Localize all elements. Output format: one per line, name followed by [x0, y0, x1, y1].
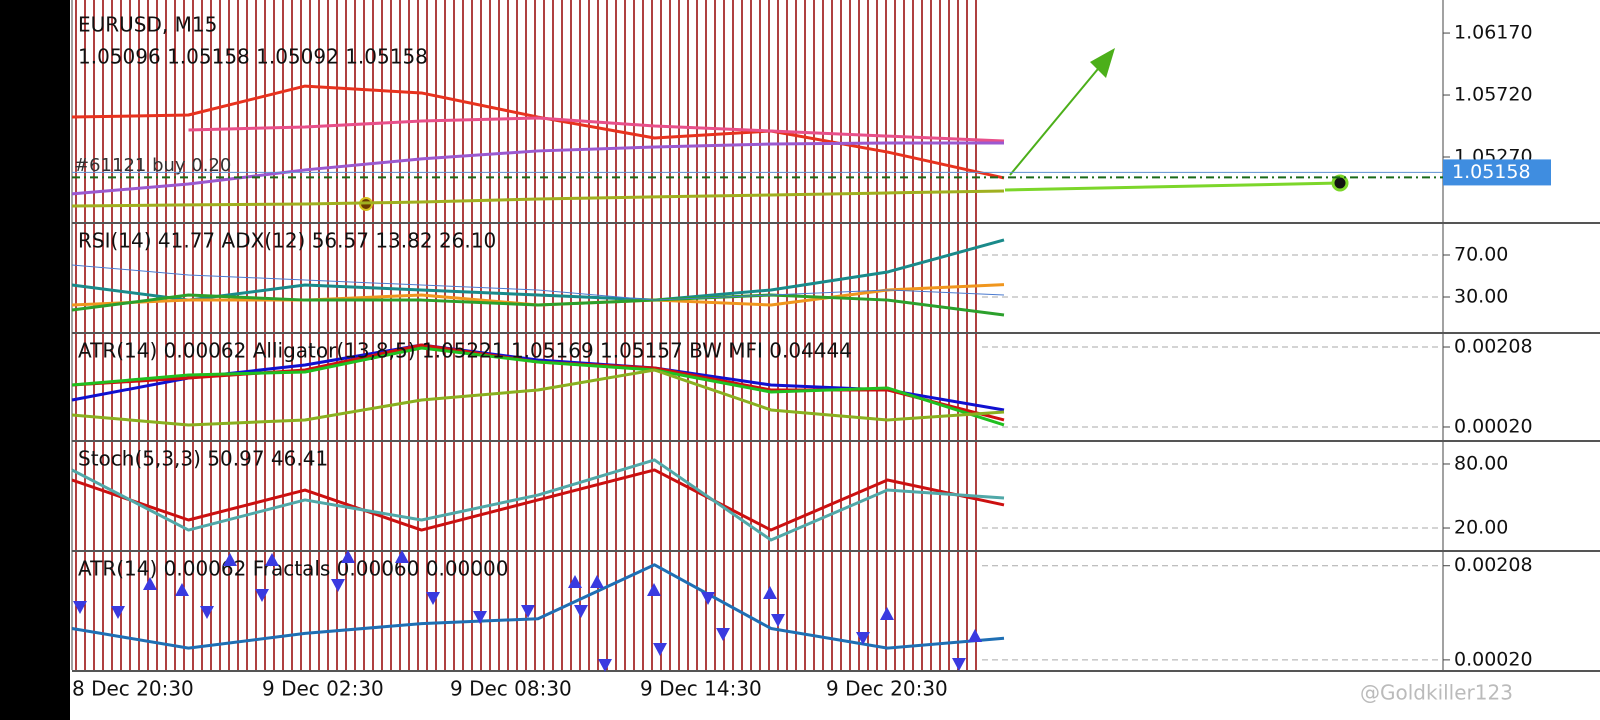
y-tick-label: 0.00020 [1454, 648, 1533, 670]
fractal [395, 550, 409, 563]
x-tick-label: 9 Dec 02:30 [262, 677, 384, 701]
background [70, 0, 1600, 720]
fractal [856, 632, 870, 645]
indicator-line [71, 346, 1005, 427]
fractal [574, 605, 588, 618]
indicator-line [71, 563, 1005, 650]
panel-title: ATR(14) 0.00062 Fractals 0.00060 0.00000 [78, 557, 508, 581]
fractal [175, 583, 189, 596]
projection-line [1004, 181, 1341, 192]
fractal [223, 553, 237, 566]
order-label: #61121 buy 0.20 [74, 155, 231, 176]
y-tick-label: 1.06170 [1454, 22, 1533, 44]
y-tick-label: 80.00 [1454, 452, 1508, 474]
panel-title: EURUSD, M15 [78, 13, 217, 37]
y-tick-label: 70.00 [1454, 243, 1508, 265]
fractal [952, 658, 966, 671]
fractal [590, 575, 604, 588]
indicator-line [71, 468, 1005, 532]
x-tick-label: 9 Dec 14:30 [640, 677, 762, 701]
fractal [653, 643, 667, 656]
price-badge-label: 1.05158 [1452, 161, 1531, 183]
indicator-line [71, 264, 1005, 301]
fractal [716, 628, 730, 641]
fractal [73, 601, 87, 614]
fractal [143, 577, 157, 590]
panel-title: RSI(14) 41.77 ADX(12) 56.57 13.82 26.10 [78, 229, 496, 253]
indicator-line [71, 293, 1005, 317]
fractal [771, 614, 785, 627]
indicator-line [71, 458, 1005, 542]
indicator-line [71, 368, 1005, 427]
fractal [521, 605, 535, 618]
indicator-line [188, 116, 1005, 143]
y-tick-label: 0.00020 [1454, 415, 1533, 437]
y-tick-label: 1.05720 [1454, 84, 1533, 106]
fractal [331, 579, 345, 592]
panel-title: ATR(14) 0.00062 Alligator(13,8,5) 1.0522… [78, 339, 852, 363]
fractal [200, 606, 214, 619]
x-tick-label: 8 Dec 20:30 [72, 677, 194, 701]
projection-point [1331, 174, 1349, 192]
indicator-line [71, 238, 1005, 302]
fractal [473, 611, 487, 624]
indicator-line [71, 141, 1004, 196]
y-tick-label: 0.00208 [1454, 336, 1533, 358]
arrow-head [1090, 48, 1115, 78]
session-stripes [75, 0, 977, 670]
fractal [568, 575, 582, 588]
fractal [426, 592, 440, 605]
fractal [880, 607, 894, 620]
x-tick-label: 9 Dec 20:30 [826, 677, 948, 701]
fractal [701, 592, 715, 605]
watermark: @Goldkiller123 [1360, 681, 1513, 705]
fractal [598, 659, 612, 672]
fractal [265, 553, 279, 566]
ohlc-values: 1.05096 1.05158 1.05092 1.05158 [78, 45, 428, 69]
price-badge [1443, 159, 1551, 186]
panel-title: Stoch(5,3,3) 50.97 46.41 [78, 447, 328, 471]
fractal [255, 589, 269, 602]
x-tick-label: 9 Dec 08:30 [450, 677, 572, 701]
y-tick-label: 20.00 [1454, 517, 1508, 539]
y-tick-label: 0.00208 [1454, 554, 1533, 576]
fractal [763, 586, 777, 599]
fractal [111, 606, 125, 619]
arrow [1009, 51, 1113, 176]
y-tick-label: 30.00 [1454, 286, 1508, 308]
fractal [647, 583, 661, 596]
indicator-line [71, 189, 1005, 208]
fractal [341, 550, 355, 563]
fractal [968, 629, 982, 642]
